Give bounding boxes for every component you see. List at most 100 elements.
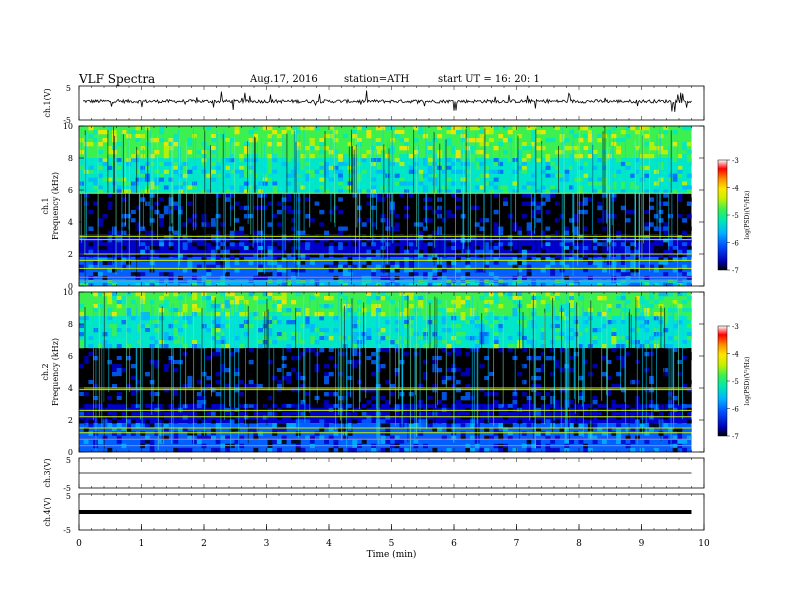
spectrogram-cell bbox=[262, 340, 268, 345]
spectrogram-cell bbox=[352, 150, 358, 155]
spectrogram-cell bbox=[168, 201, 174, 206]
spectrogram-cell bbox=[630, 400, 636, 405]
spectrogram-cell bbox=[682, 257, 688, 262]
spectrogram-cell bbox=[597, 134, 603, 139]
spectrogram-cell bbox=[192, 392, 198, 397]
spectrogram-cell bbox=[97, 150, 103, 155]
spectrogram-cell bbox=[592, 320, 598, 325]
spectrogram-cell bbox=[295, 142, 301, 147]
spectrogram-cell bbox=[437, 356, 443, 361]
spectrogram-cell bbox=[389, 282, 395, 287]
spectrogram-cell bbox=[455, 169, 461, 174]
spectrogram-cell bbox=[83, 447, 89, 453]
spectrogram-cell bbox=[418, 177, 424, 182]
spectrogram-cell bbox=[601, 396, 607, 401]
spectrogram-cell bbox=[366, 146, 372, 151]
spectrogram-cell bbox=[314, 253, 320, 258]
spectrogram-cell bbox=[446, 364, 452, 369]
spectrogram-cell bbox=[455, 360, 461, 365]
spectrogram-cell bbox=[328, 246, 334, 251]
spectrogram-cell bbox=[135, 272, 141, 277]
spectrogram-cell bbox=[97, 439, 103, 445]
spectrogram-cell bbox=[465, 304, 471, 309]
spectrogram-cell bbox=[526, 388, 532, 393]
spectrogram-cell bbox=[408, 142, 414, 147]
spectrogram-cell bbox=[418, 400, 424, 405]
spectrogram-cell bbox=[371, 185, 377, 190]
spectrogram-cell bbox=[281, 423, 287, 428]
spectrogram-cell bbox=[173, 419, 179, 424]
spectrogram-cell bbox=[243, 146, 249, 151]
spectrogram-cell bbox=[620, 260, 626, 265]
spectrogram-cell bbox=[488, 415, 494, 420]
spectrogram-cell bbox=[192, 275, 198, 280]
spectrogram-cell bbox=[526, 340, 532, 345]
spectrogram-cell bbox=[408, 138, 414, 143]
spectrogram-cell bbox=[342, 238, 348, 243]
spectrogram-cell bbox=[587, 384, 593, 389]
spectrogram-cell bbox=[583, 209, 589, 215]
spectrogram-cell bbox=[545, 209, 551, 215]
spectrogram-cell bbox=[300, 138, 306, 143]
spectrogram-cell bbox=[328, 356, 334, 361]
spectrogram-cell bbox=[182, 257, 188, 262]
spectrogram-cell bbox=[338, 197, 344, 202]
spectrogram-cell bbox=[314, 431, 320, 436]
spectrogram-cell bbox=[272, 173, 278, 178]
spectrogram-cell bbox=[649, 296, 655, 301]
spectrogram-cell bbox=[578, 396, 584, 401]
spectrogram-cell bbox=[130, 181, 136, 186]
spectrogram-cell bbox=[408, 222, 414, 227]
spectrogram-cell bbox=[625, 146, 631, 151]
spectrogram-cell bbox=[427, 169, 433, 174]
spectrogram-cell bbox=[460, 431, 466, 436]
spectrogram-cell bbox=[578, 344, 584, 349]
spectrogram-cell bbox=[192, 340, 198, 345]
spectrogram-cell bbox=[394, 181, 400, 186]
spectrogram-cell bbox=[536, 396, 542, 401]
spectrogram-cell bbox=[592, 364, 598, 369]
spectrogram-cell bbox=[536, 138, 542, 143]
spectrogram-cell bbox=[470, 146, 476, 151]
spectrogram-cell bbox=[399, 181, 405, 186]
spectrogram-cell bbox=[135, 388, 141, 393]
spectrogram-cell bbox=[521, 352, 527, 357]
spectrogram-cell bbox=[111, 384, 117, 389]
spectrogram-cell bbox=[493, 423, 499, 428]
spectrogram-cell bbox=[347, 296, 353, 301]
spectrogram-cell bbox=[521, 282, 527, 287]
spectrogram-cell bbox=[366, 427, 372, 432]
spectrogram-cell bbox=[371, 360, 377, 365]
spectrogram-cell bbox=[616, 435, 622, 440]
spectrogram-cell bbox=[503, 246, 509, 251]
spectrogram-cell bbox=[587, 134, 593, 139]
spectrogram-cell bbox=[192, 185, 198, 190]
spectrogram-cell bbox=[187, 435, 193, 440]
spectrogram-cell bbox=[220, 304, 226, 309]
spectrogram-cell bbox=[295, 130, 301, 135]
spectrogram-cell bbox=[159, 439, 165, 445]
spectrogram-cell bbox=[578, 189, 584, 194]
spectrogram-cell bbox=[243, 154, 249, 159]
spectrogram-cell bbox=[83, 427, 89, 432]
spectrogram-cell bbox=[465, 336, 471, 341]
spectrogram-cell bbox=[432, 275, 438, 280]
spectrogram-cell bbox=[295, 214, 301, 219]
spectrogram-cell bbox=[630, 242, 636, 247]
spectrogram-cell bbox=[258, 260, 264, 265]
spectrogram-cell bbox=[140, 431, 146, 436]
spectrogram-cell bbox=[630, 260, 636, 265]
spectrogram-cell bbox=[488, 435, 494, 440]
spectrogram-cell bbox=[536, 154, 542, 159]
spectrogram-cell bbox=[253, 230, 259, 236]
spectrogram-cell bbox=[258, 264, 264, 269]
spectrogram-cell bbox=[182, 384, 188, 389]
spectrogram-cell bbox=[503, 392, 509, 397]
spectrogram-cell bbox=[102, 238, 108, 243]
spectrogram-cell bbox=[498, 134, 504, 139]
spectrogram-cell bbox=[573, 431, 579, 436]
spectrogram-cell bbox=[427, 226, 433, 231]
spectrogram-cell bbox=[262, 222, 268, 227]
spectrogram-cell bbox=[517, 268, 523, 273]
spectrogram-cell bbox=[225, 130, 231, 135]
